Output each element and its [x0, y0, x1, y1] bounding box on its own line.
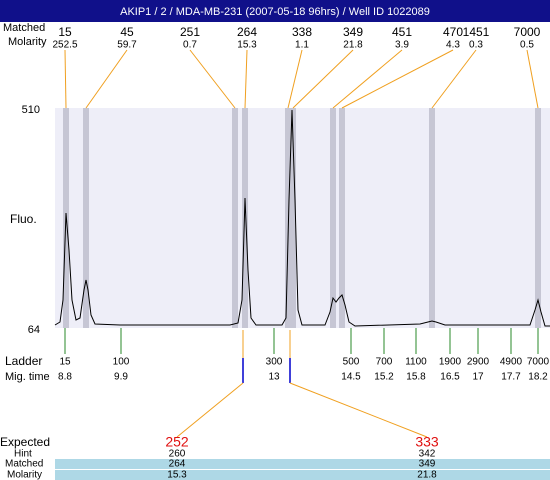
ladder-size: 100 — [113, 357, 130, 368]
molarity-label: Molarity — [8, 36, 47, 48]
mig-time-label: Mig. time — [5, 371, 50, 383]
peak-size: 470 — [443, 25, 463, 39]
y-axis-label: Fluo. — [10, 212, 37, 226]
peaks-label: Matched — [3, 22, 45, 34]
ladder-label: Ladder — [5, 354, 42, 368]
peak-molarity: 0.5 — [520, 40, 534, 51]
peak-connector — [526, 49, 539, 109]
peak-connector — [287, 49, 303, 109]
peak-band — [83, 108, 89, 328]
ladder-time: 13 — [268, 372, 280, 383]
peak-connector — [85, 49, 128, 109]
peak-band — [429, 108, 435, 328]
ladder-time: 16.5 — [440, 372, 460, 383]
peak-molarity: 4.3 — [446, 40, 460, 51]
hint-value: 260 — [169, 449, 186, 460]
matched-value: 264 — [169, 459, 186, 470]
peak-size: 7000 — [514, 25, 541, 39]
peak-connector — [64, 49, 67, 109]
peak-size: 338 — [292, 25, 312, 39]
peak-molarity: 1.1 — [295, 40, 309, 51]
connector — [176, 382, 244, 438]
peak-molarity: 15.3 — [237, 40, 257, 51]
peak-connector — [431, 49, 477, 109]
peak-molarity: 252.5 — [52, 40, 77, 51]
peak-band — [535, 108, 541, 328]
expected-value: 252 — [165, 434, 189, 450]
title: AKIP1 / 2 / MDA-MB-231 (2007-05-18 96hrs… — [120, 6, 430, 18]
peak-band — [339, 108, 345, 328]
hint-label: Hint — [14, 449, 32, 460]
peak-size: 1451 — [463, 25, 490, 39]
peak-size: 45 — [120, 25, 134, 39]
molarity-row-label: Molarity — [7, 470, 42, 480]
molarity-value: 15.3 — [167, 470, 187, 480]
ladder-time: 17 — [472, 372, 484, 383]
peak-band — [242, 108, 248, 328]
ladder-time: 17.7 — [501, 372, 521, 383]
ladder-time: 8.8 — [58, 372, 72, 383]
peak-molarity: 0.7 — [183, 40, 197, 51]
ladder-time: 9.9 — [114, 372, 128, 383]
plot-area — [55, 108, 550, 328]
matched-row — [55, 459, 550, 469]
peak-band — [330, 108, 336, 328]
molarity-row — [55, 470, 550, 480]
expected-label: Expected — [0, 435, 50, 449]
ladder-size: 15 — [59, 357, 71, 368]
peak-connector — [244, 49, 248, 109]
ladder-time: 15.2 — [374, 372, 394, 383]
ladder-time: 15.8 — [406, 372, 426, 383]
peak-size: 349 — [343, 25, 363, 39]
y-top-label: 510 — [22, 104, 40, 116]
title-bar — [0, 0, 550, 22]
peak-connector — [292, 49, 354, 109]
ladder-time: 14.5 — [341, 372, 361, 383]
ladder-size: 500 — [343, 357, 360, 368]
peak-molarity: 21.8 — [343, 40, 363, 51]
ladder-time: 18.2 — [528, 372, 548, 383]
hint-value: 342 — [419, 449, 436, 460]
peak-molarity: 0.3 — [469, 40, 483, 51]
peak-connector — [189, 49, 236, 109]
peak-size: 251 — [180, 25, 200, 39]
connector — [289, 382, 428, 438]
y-bottom-label: 64 — [28, 324, 40, 336]
ladder-size: 300 — [266, 357, 283, 368]
ladder-size: 4900 — [500, 357, 523, 368]
peak-size: 15 — [58, 25, 72, 39]
ladder-size: 2900 — [467, 357, 490, 368]
matched-label: Matched — [5, 459, 43, 470]
peak-size: 451 — [392, 25, 412, 39]
peak-connector — [341, 49, 454, 109]
peak-molarity: 3.9 — [395, 40, 409, 51]
peak-size: 264 — [237, 25, 257, 39]
ladder-size: 1900 — [439, 357, 462, 368]
matched-value: 349 — [419, 459, 436, 470]
peak-connector — [332, 49, 403, 109]
ladder-size: 700 — [376, 357, 393, 368]
ladder-size: 7000 — [527, 357, 550, 368]
peak-band — [232, 108, 238, 328]
molarity-value: 21.8 — [417, 470, 437, 480]
peak-molarity: 59.7 — [117, 40, 137, 51]
peak-band — [290, 108, 296, 328]
peak-band — [285, 108, 291, 328]
trace — [54, 109, 550, 327]
ladder-size: 1100 — [405, 357, 427, 368]
expected-value: 333 — [415, 434, 439, 450]
